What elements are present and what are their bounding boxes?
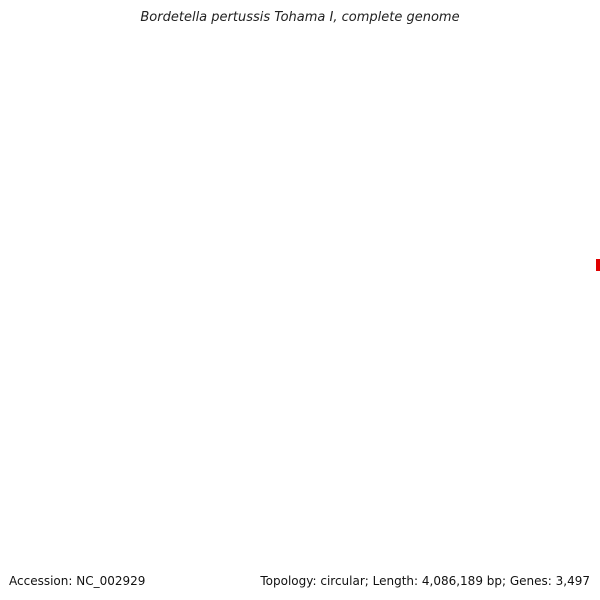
genome-summary: Topology: circular; Length: 4,086,189 bp… [260, 574, 590, 588]
region-marker [596, 259, 600, 271]
accession-text: Accession: NC_002929 [9, 574, 146, 588]
map-title: Bordetella pertussis Tohama I, complete … [140, 10, 460, 25]
